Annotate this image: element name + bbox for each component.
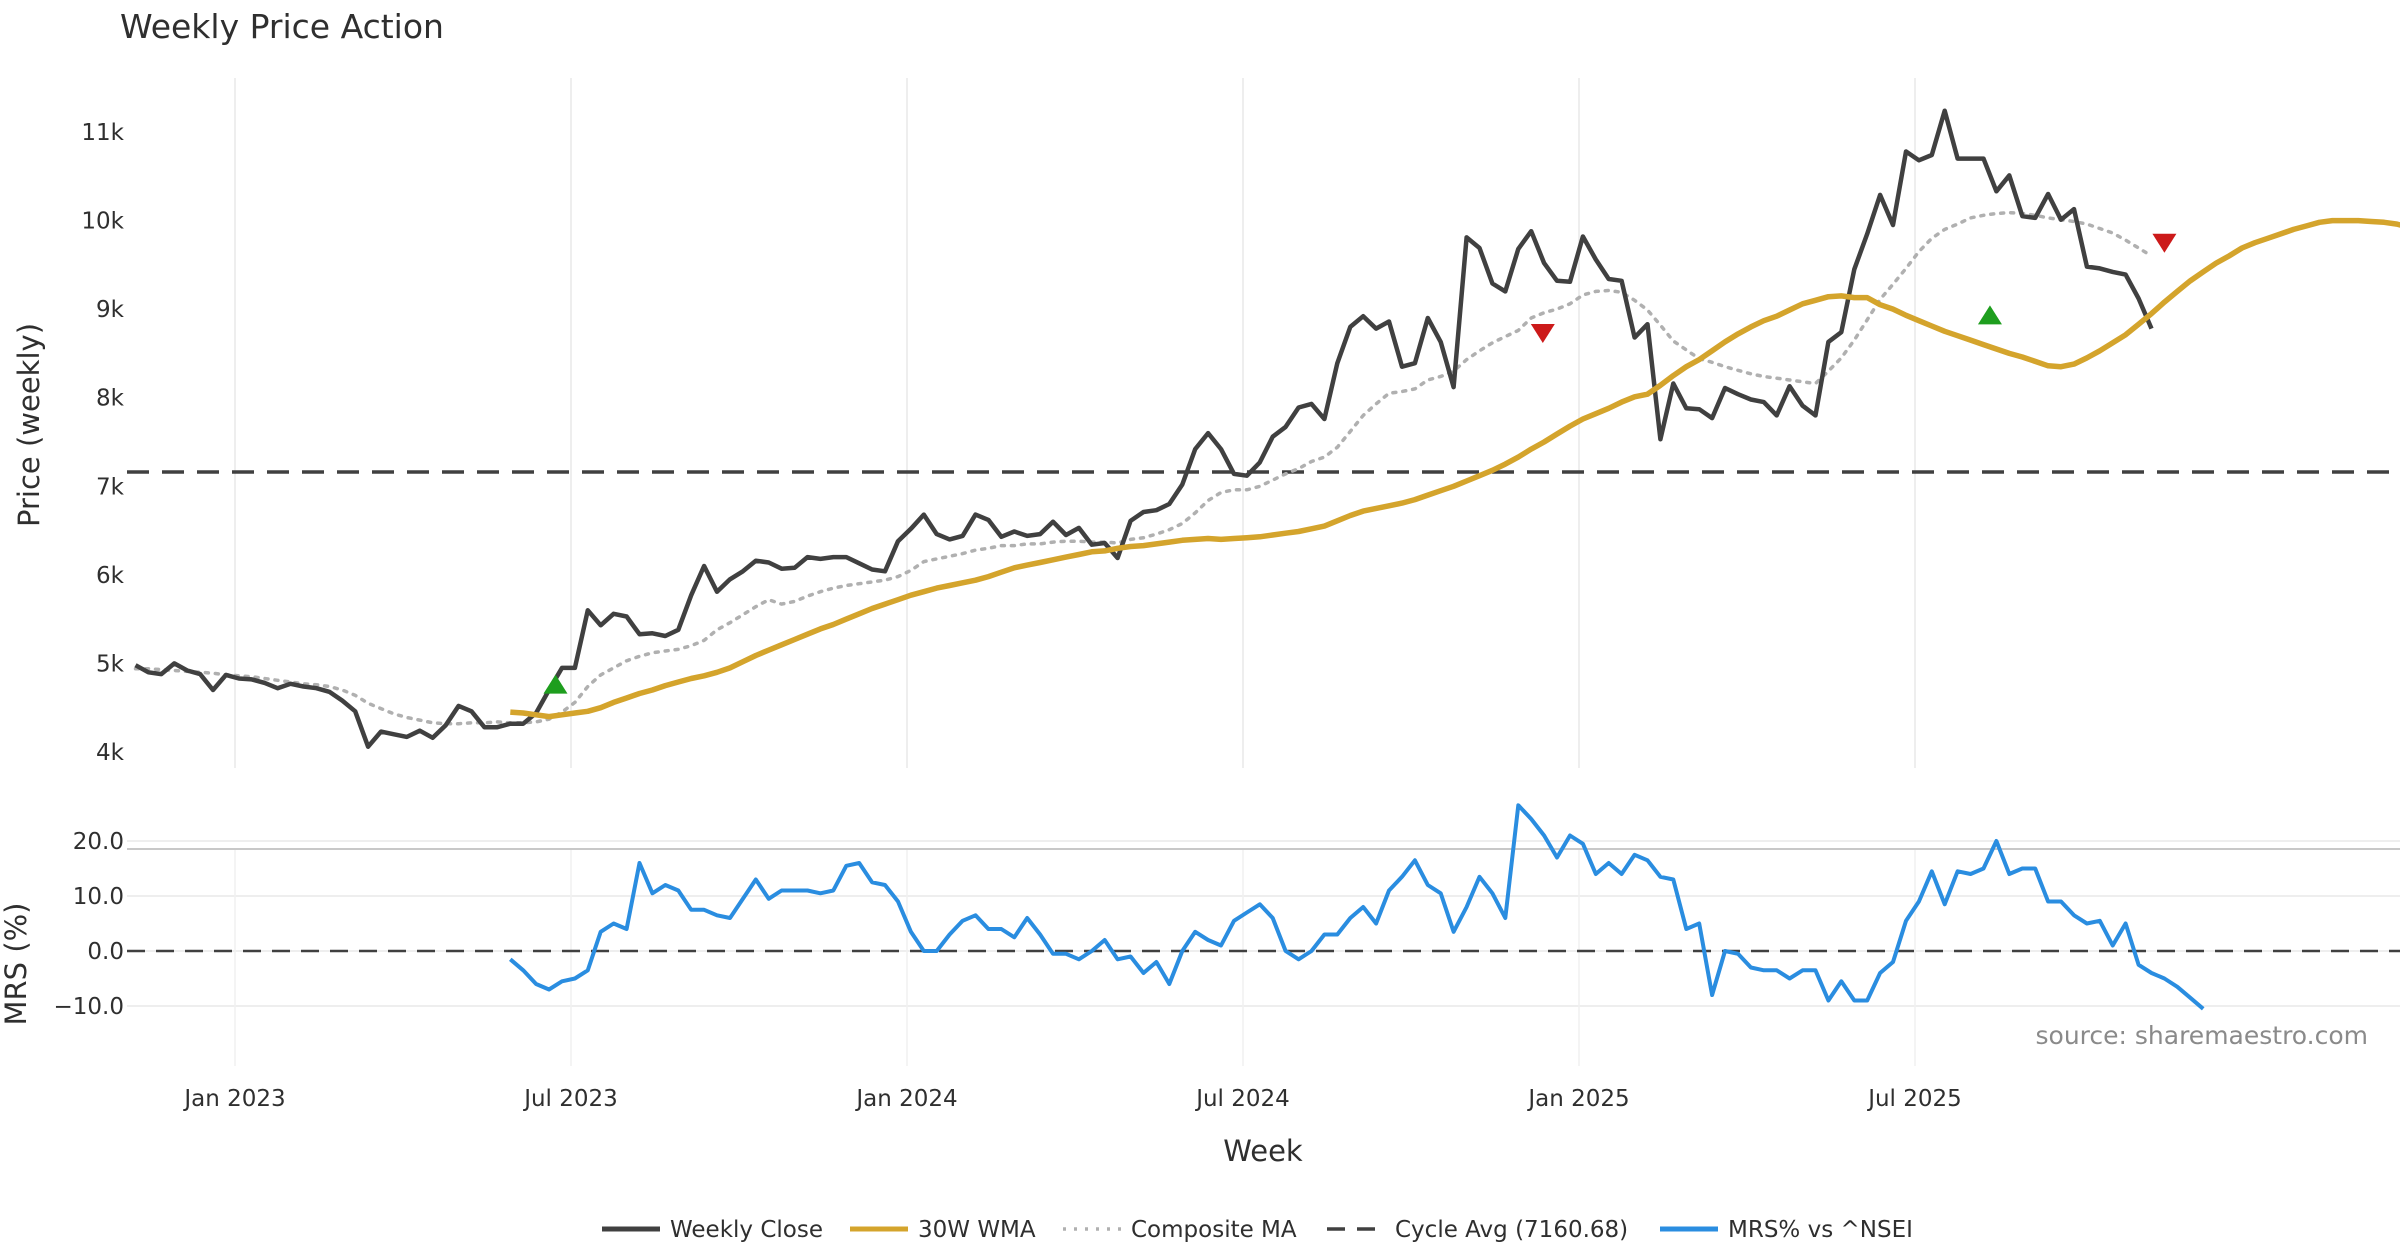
buy-signal-marker bbox=[543, 674, 568, 694]
x-tick-label: Jul 2025 bbox=[1866, 1086, 1962, 1112]
sell-signal-marker bbox=[2152, 233, 2177, 253]
price-panel: 4k 5k 6k 7k 8k 9k 10k 11k bbox=[81, 78, 2400, 768]
weekly-close-line bbox=[134, 108, 2154, 749]
price-tick-label: 10k bbox=[81, 209, 124, 235]
x-axis-title: Week bbox=[1223, 1134, 1303, 1168]
x-tick-label: Jul 2024 bbox=[1194, 1086, 1290, 1112]
x-tick-label: Jan 2025 bbox=[1526, 1086, 1629, 1112]
legend-label: 30W WMA bbox=[918, 1217, 1036, 1243]
mrs-tick-label: 20.0 bbox=[73, 829, 124, 855]
price-tick-label: 4k bbox=[96, 740, 125, 766]
legend-label: MRS% vs ^NSEI bbox=[1728, 1217, 1913, 1243]
x-tick-label: Jan 2023 bbox=[182, 1086, 285, 1112]
price-tick-label: 6k bbox=[96, 563, 125, 589]
chart-title: Weekly Price Action bbox=[120, 7, 444, 46]
sell-signal-marker bbox=[1530, 324, 1555, 344]
mrs-panel: 20.0 10.0 0.0 −10.0 bbox=[54, 803, 2400, 1066]
price-axis-title: Price (weekly) bbox=[12, 323, 46, 527]
mrs-tick-label: 0.0 bbox=[87, 939, 124, 965]
price-tick-label: 5k bbox=[96, 651, 125, 677]
price-tick-label: 7k bbox=[96, 474, 125, 500]
buy-signal-marker bbox=[1977, 305, 2002, 325]
x-tick-label: Jan 2024 bbox=[854, 1086, 957, 1112]
mrs-axis-title: MRS (%) bbox=[0, 903, 33, 1026]
composite-ma-line bbox=[133, 210, 2154, 726]
mrs-line bbox=[509, 803, 2205, 1011]
legend-label: Weekly Close bbox=[670, 1217, 823, 1243]
legend-label: Composite MA bbox=[1131, 1217, 1297, 1243]
wma-30w-line bbox=[510, 217, 2400, 720]
x-tick-label: Jul 2023 bbox=[522, 1086, 618, 1112]
mrs-tick-label: −10.0 bbox=[54, 994, 124, 1020]
price-tick-label: 8k bbox=[96, 386, 125, 412]
legend: Weekly Close 30W WMA Composite MA Cycle Avg… bbox=[602, 1217, 1913, 1243]
price-tick-label: 9k bbox=[96, 297, 125, 323]
price-tick-label: 11k bbox=[81, 120, 124, 146]
mrs-tick-label: 10.0 bbox=[73, 884, 124, 910]
legend-label: Cycle Avg (7160.68) bbox=[1395, 1217, 1628, 1243]
x-axis: Jan 2023 Jul 2023 Jan 2024 Jul 2024 Jan 2025… bbox=[182, 1086, 1961, 1112]
source-note: source: sharemaestro.com bbox=[2036, 1021, 2369, 1050]
